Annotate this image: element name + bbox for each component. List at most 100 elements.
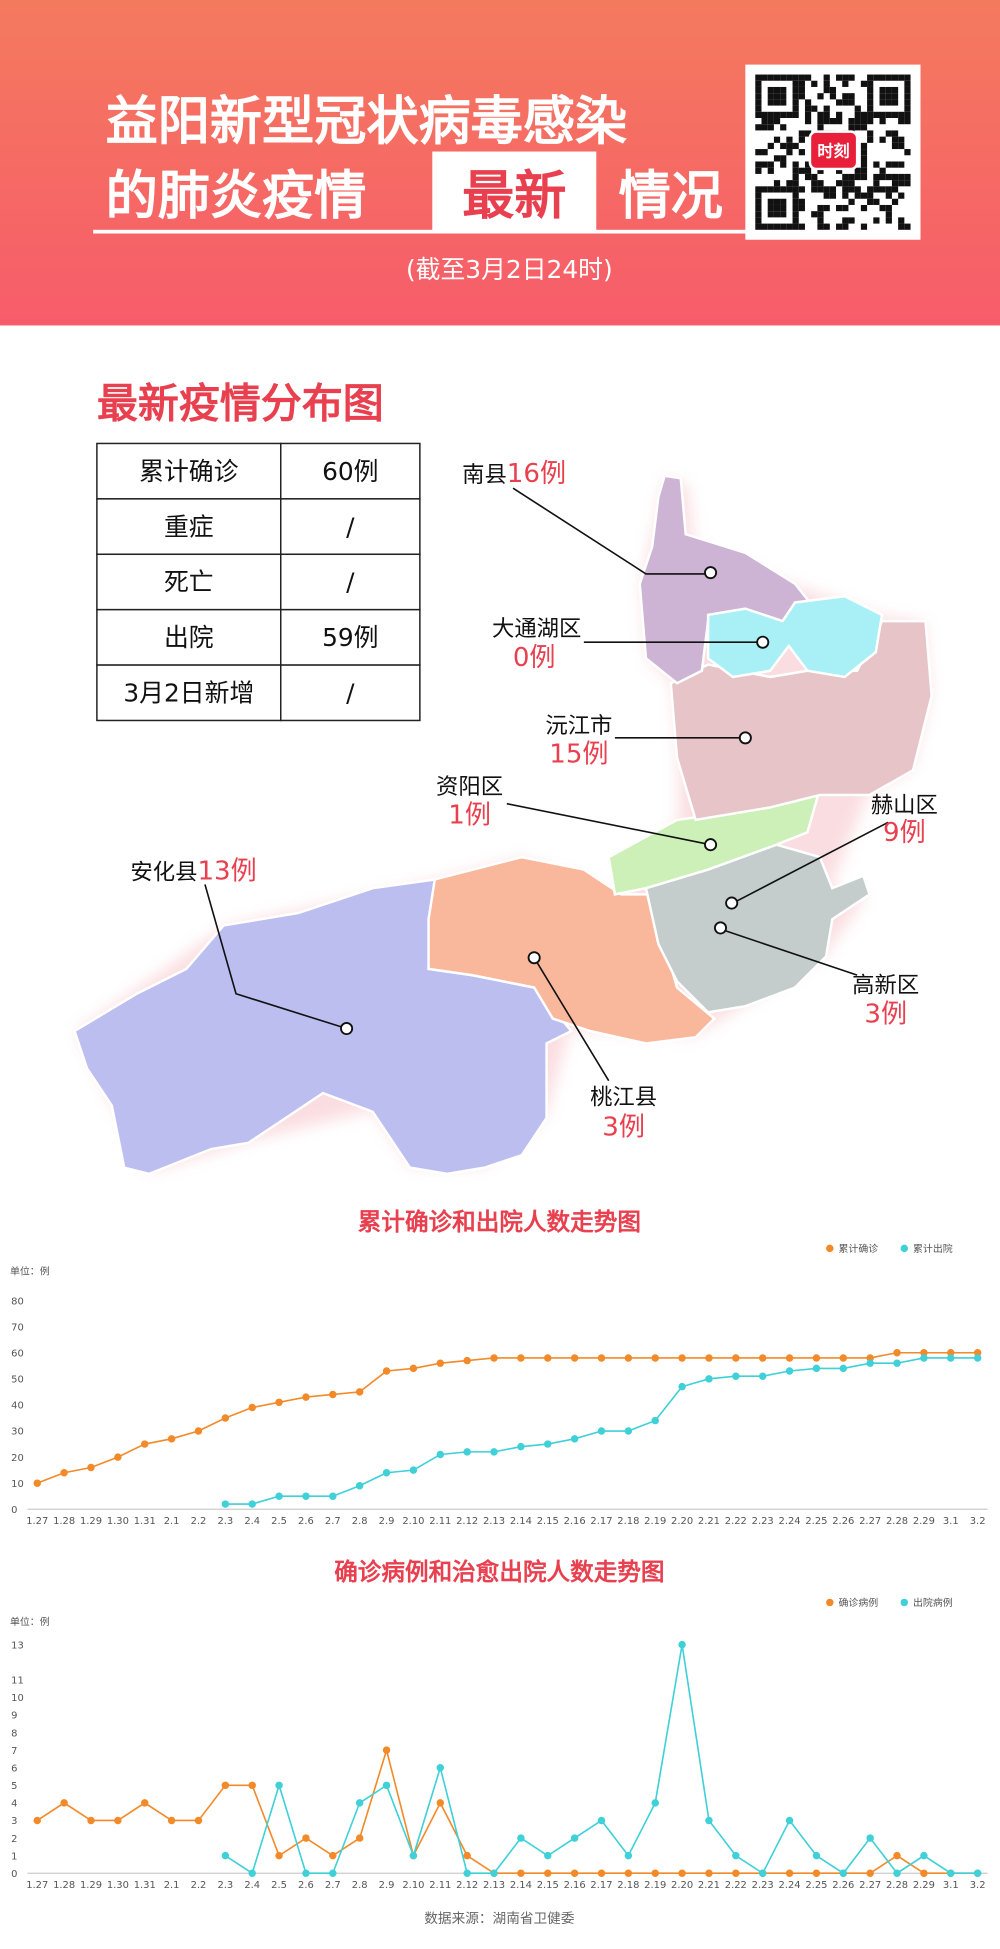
x-tick-label: 2.23 xyxy=(752,1516,774,1527)
table-text: 60例 xyxy=(322,457,378,486)
data-point xyxy=(302,1492,310,1500)
qr-module xyxy=(879,186,886,193)
qr-module xyxy=(867,118,874,125)
qr-module xyxy=(798,86,805,94)
qr-module xyxy=(879,86,886,94)
x-tick-label: 2.21 xyxy=(698,1516,720,1527)
qr-module xyxy=(860,192,868,199)
qr-module xyxy=(755,93,762,100)
qr-module xyxy=(879,118,886,125)
qr-module xyxy=(786,136,793,143)
x-tick-label: 1.27 xyxy=(26,1880,48,1891)
data-point xyxy=(597,1354,606,1362)
data-point xyxy=(732,1869,740,1877)
qr-module xyxy=(798,93,805,100)
x-tick-label: 3.2 xyxy=(970,1880,986,1891)
qr-module xyxy=(898,173,905,181)
qr-module xyxy=(767,161,774,168)
data-point xyxy=(866,1869,874,1877)
qr-module xyxy=(867,86,874,94)
data-point xyxy=(194,1427,203,1435)
qr-module xyxy=(804,167,812,174)
x-tick-label: 2.16 xyxy=(564,1880,586,1891)
qr-module xyxy=(767,99,774,106)
data-point xyxy=(570,1354,579,1362)
qr-module xyxy=(879,93,886,100)
qr-module xyxy=(755,211,762,218)
data-point xyxy=(275,1492,283,1500)
x-tick-label: 2.24 xyxy=(779,1880,801,1891)
y-tick-label: 50 xyxy=(11,1375,24,1386)
qr-module xyxy=(780,142,787,150)
subtitle: (截至3月2日24时) xyxy=(406,255,613,284)
data-point xyxy=(248,1869,256,1877)
data-point xyxy=(167,1816,176,1825)
data-point xyxy=(33,1479,41,1487)
qr-module xyxy=(885,217,892,224)
data-point xyxy=(517,1442,525,1451)
y-tick-label: 70 xyxy=(11,1322,24,1333)
table-text: / xyxy=(346,568,355,597)
qr-module xyxy=(817,93,824,100)
legend-swatch xyxy=(900,1244,909,1253)
qr-module xyxy=(836,118,843,125)
qr-module xyxy=(854,118,861,125)
data-point xyxy=(866,1354,874,1362)
qr-module xyxy=(885,74,892,81)
data-point xyxy=(114,1816,122,1825)
section-title: 最新疫情分布图 xyxy=(97,379,384,427)
table-cell xyxy=(96,553,282,611)
data-point xyxy=(221,1500,230,1508)
x-tick-label: 1.29 xyxy=(80,1880,102,1891)
x-tick-label: 2.10 xyxy=(402,1880,424,1891)
qr-module xyxy=(804,99,812,106)
data-point xyxy=(463,1851,471,1860)
qr-module xyxy=(755,167,762,174)
data-point xyxy=(732,1354,740,1362)
qr-module xyxy=(842,80,849,87)
qr-module xyxy=(798,204,805,212)
data-point xyxy=(275,1398,283,1407)
qr-module xyxy=(780,124,787,131)
x-tick-label: 2.19 xyxy=(644,1516,666,1527)
data-point xyxy=(544,1869,552,1877)
qr-module xyxy=(767,167,774,174)
data-point xyxy=(785,1367,794,1375)
x-tick-label: 2.20 xyxy=(671,1516,693,1527)
x-tick-label: 2.19 xyxy=(644,1880,666,1891)
qr-module xyxy=(773,204,781,212)
data-point xyxy=(329,1869,337,1877)
data-point xyxy=(624,1427,633,1435)
data-point xyxy=(758,1354,767,1362)
qr-module xyxy=(891,142,899,150)
qr-module xyxy=(780,93,787,100)
qr-module xyxy=(786,142,793,150)
x-tick-label: 2.4 xyxy=(244,1516,260,1527)
qr-module xyxy=(829,93,837,100)
data-point xyxy=(355,1388,364,1396)
data-point xyxy=(973,1349,982,1357)
qr-module xyxy=(885,204,892,212)
qr-module xyxy=(761,223,768,230)
data-point xyxy=(436,1799,445,1807)
data-point xyxy=(490,1448,498,1456)
data-point xyxy=(302,1834,310,1842)
data-point xyxy=(517,1354,525,1362)
qr-module xyxy=(873,161,880,168)
qr-module xyxy=(898,111,905,119)
data-point xyxy=(785,1869,794,1877)
qr-module xyxy=(817,118,824,125)
data-point xyxy=(678,1869,686,1877)
x-tick-label: 1.28 xyxy=(53,1880,75,1891)
data-point xyxy=(355,1799,364,1807)
qr-module xyxy=(873,217,880,224)
x-tick-label: 2.26 xyxy=(832,1516,854,1527)
qr-module xyxy=(792,223,799,230)
data-point xyxy=(705,1375,713,1383)
region-dot xyxy=(704,566,718,580)
x-tick-label: 2.12 xyxy=(456,1516,478,1527)
y-tick-label: 13 xyxy=(11,1640,24,1651)
qr-module xyxy=(773,186,781,193)
x-tick-label: 2.13 xyxy=(483,1880,505,1891)
qr-module xyxy=(755,192,762,199)
